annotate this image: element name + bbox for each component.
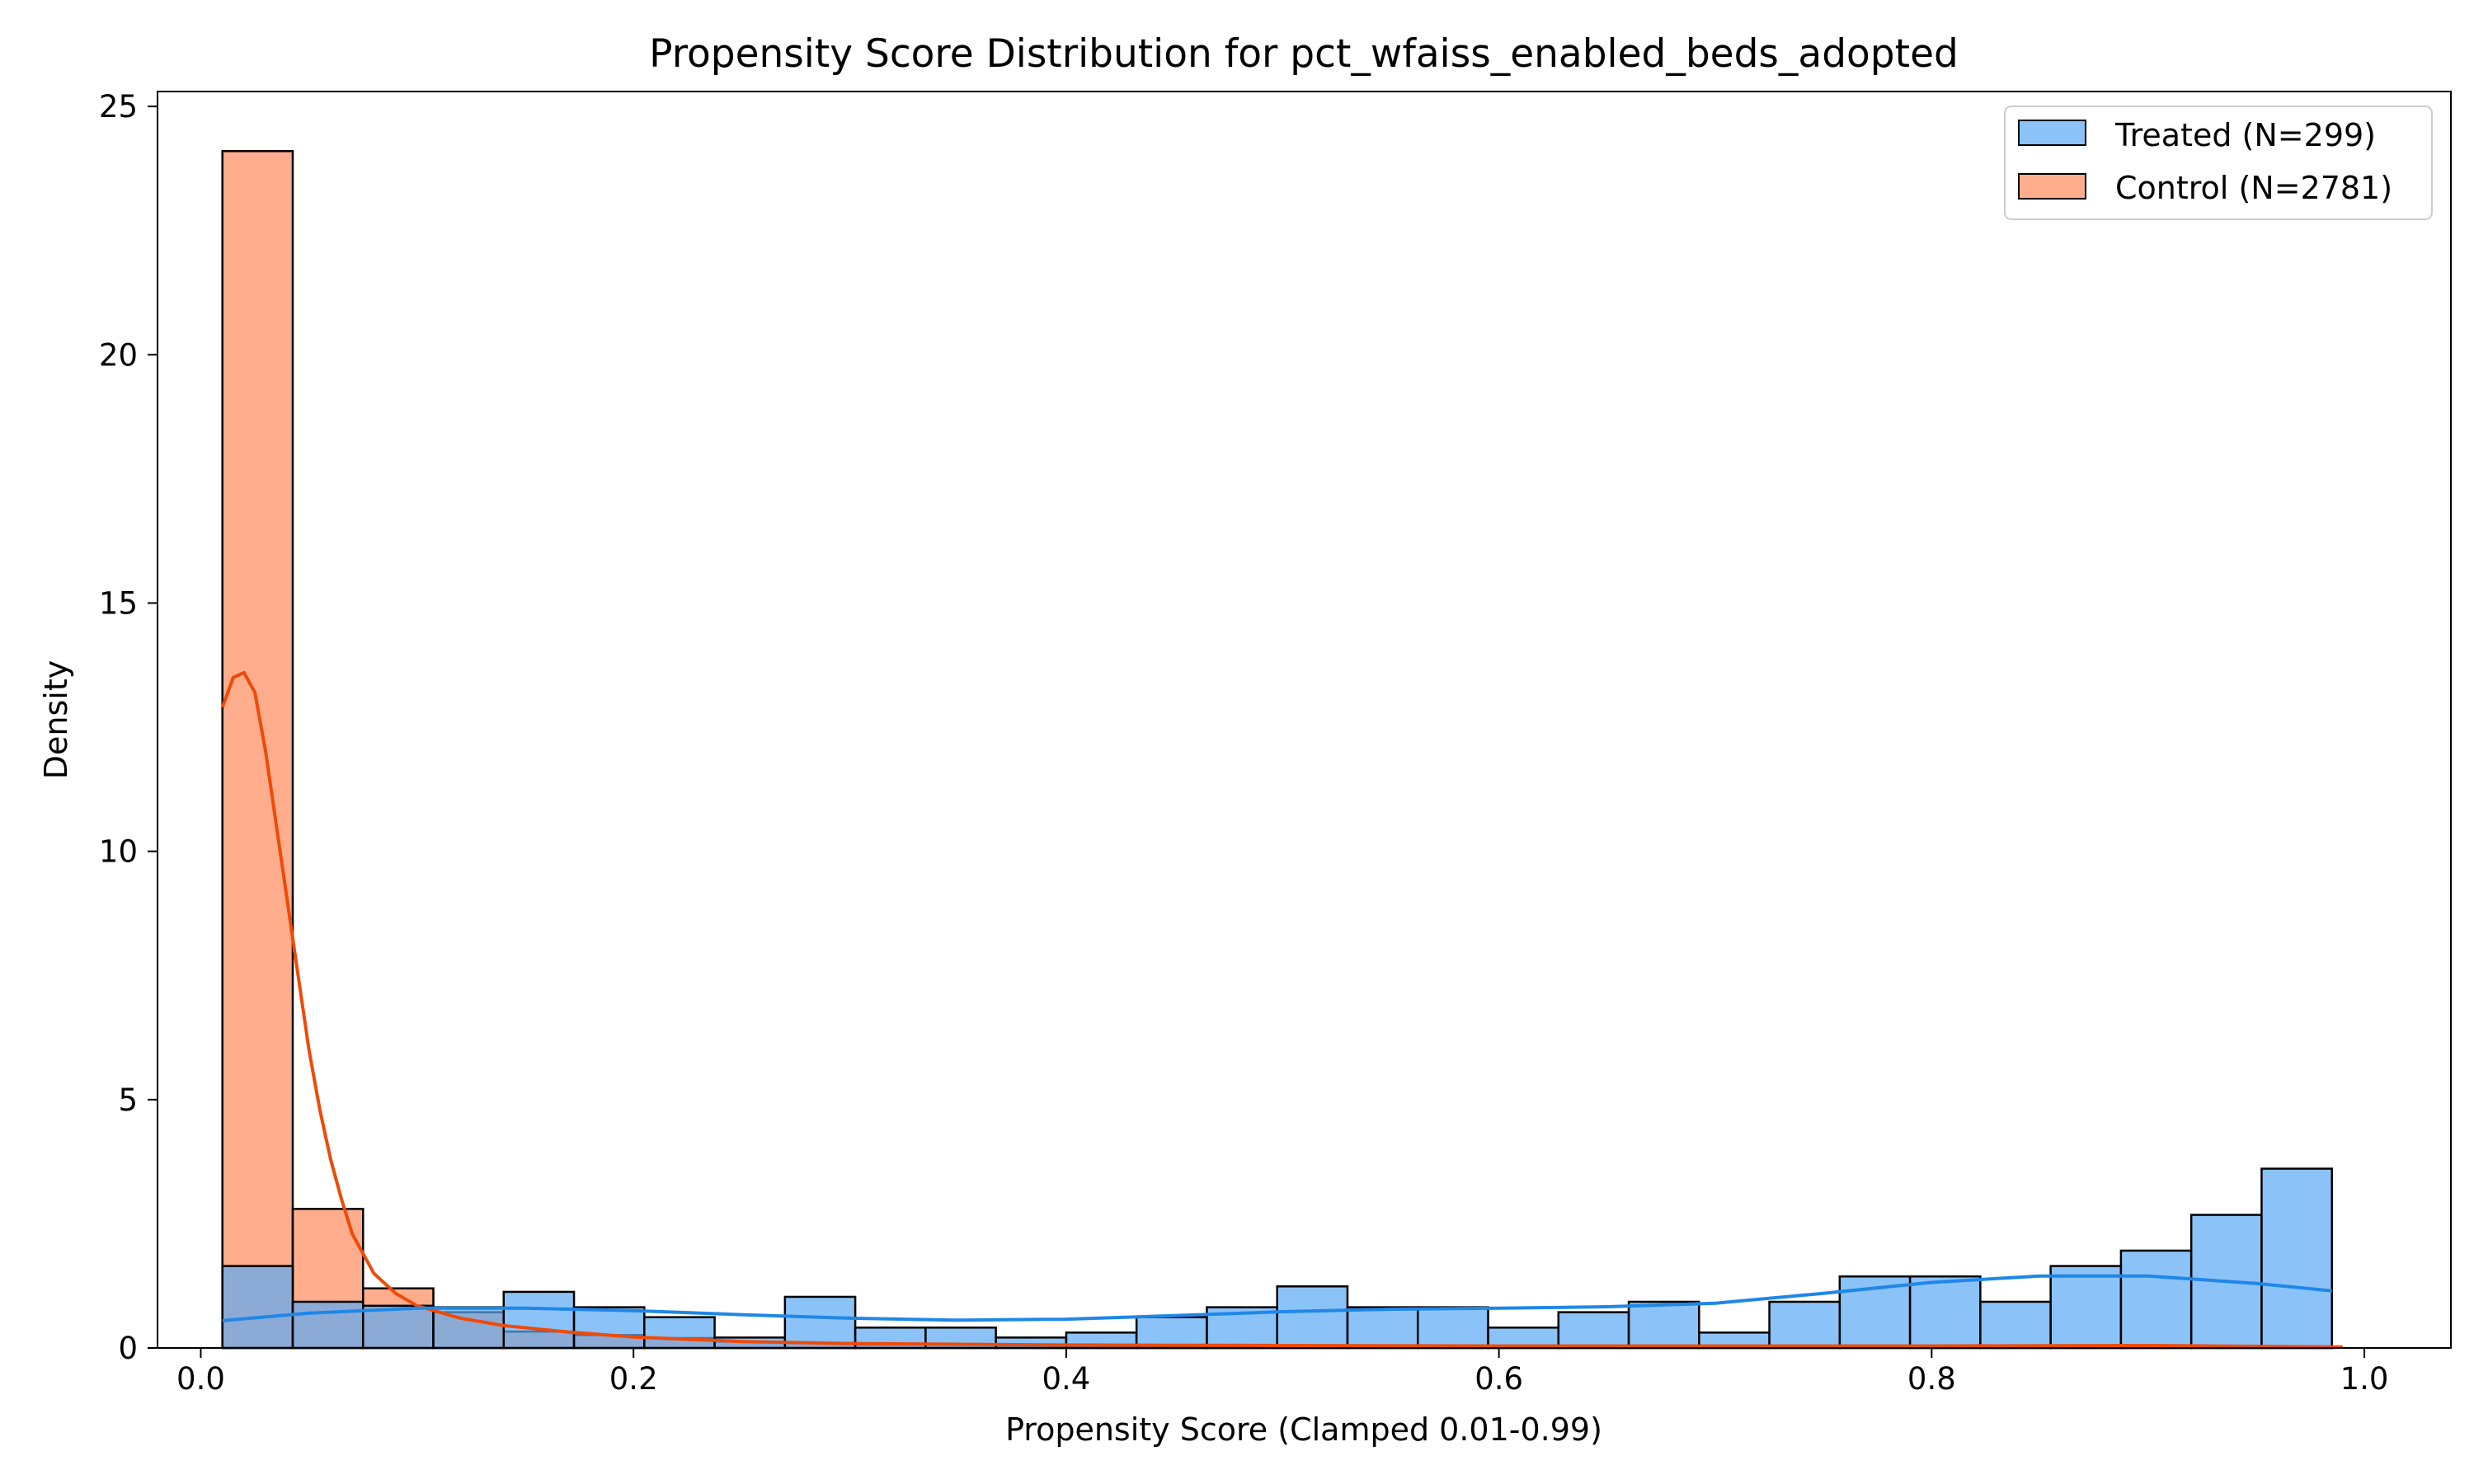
treated-bar (1346, 1306, 1419, 1350)
treated-bar (1908, 1275, 1982, 1350)
treated-bar (1768, 1300, 1841, 1350)
treated-kde-line (222, 1274, 2332, 1322)
legend-label-treated: Treated (N=299) (2114, 117, 2376, 153)
treated-bar (1135, 1316, 1208, 1350)
legend-swatch-treated (2018, 120, 2086, 146)
x-tick-label: 1.0 (2340, 1361, 2389, 1397)
treated-bar (221, 1265, 294, 1350)
treated-bar (1416, 1306, 1489, 1350)
treated-bar (1979, 1300, 2052, 1350)
y-axis-label: Density (38, 660, 74, 779)
control-kde-line (220, 670, 2343, 1349)
y-tick-label: 20 (99, 337, 138, 373)
treated-bar (2260, 1167, 2333, 1350)
treated-bar (643, 1316, 716, 1350)
kde-lines (220, 670, 2343, 1349)
control-bar (221, 150, 294, 1350)
treated-bar (291, 1300, 365, 1350)
treated-bar (1276, 1285, 1349, 1350)
x-tick-label: 0.8 (1907, 1361, 1956, 1397)
treated-bars (221, 1167, 2333, 1350)
treated-bar (502, 1290, 576, 1350)
legend-frame (2004, 106, 2433, 220)
x-tick-label: 0.2 (609, 1361, 658, 1397)
x-axis: 0.0 0.2 0.4 0.6 0.8 1.0 (176, 1348, 2388, 1397)
y-tick-label: 15 (99, 585, 138, 621)
y-axis: 0 5 10 15 20 25 (99, 89, 158, 1366)
treated-bar (361, 1304, 435, 1350)
y-tick-label: 0 (118, 1331, 138, 1366)
treated-bar (1557, 1311, 1630, 1350)
treated-bar (783, 1295, 857, 1350)
legend-label-control: Control (N=2781) (2115, 170, 2392, 206)
legend: Treated (N=299) Control (N=2781) (2004, 106, 2433, 220)
treated-bar (1627, 1300, 1700, 1350)
x-tick-label: 0.6 (1475, 1361, 1523, 1397)
chart-title: Propensity Score Distribution for pct_wf… (649, 31, 1959, 77)
x-axis-label: Propensity Score (Clamped 0.01-0.99) (1005, 1411, 1602, 1448)
y-tick-label: 5 (118, 1082, 138, 1118)
treated-bar (572, 1306, 646, 1350)
plot-area (220, 150, 2343, 1350)
legend-swatch-control (2018, 173, 2086, 200)
x-tick-label: 0.0 (176, 1361, 225, 1397)
treated-bar (2049, 1265, 2123, 1350)
plot-frame (157, 91, 2452, 1349)
y-tick-label: 10 (99, 834, 138, 870)
x-tick-label: 0.4 (1042, 1361, 1090, 1397)
treated-bar (2119, 1249, 2193, 1350)
y-tick-label: 25 (99, 89, 138, 124)
